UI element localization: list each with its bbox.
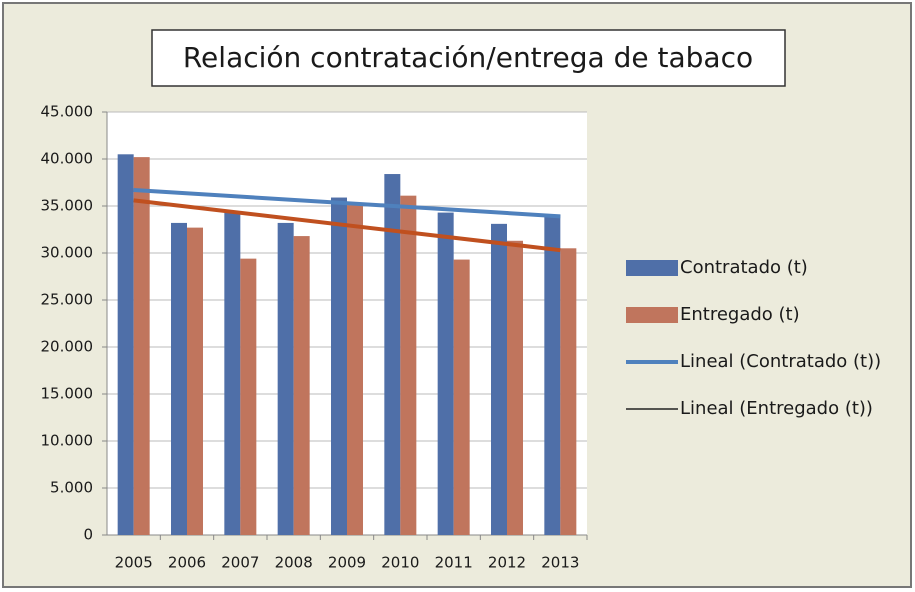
- bar: [437, 212, 454, 535]
- y-tick-label: 15.000: [41, 385, 94, 403]
- bar: [491, 223, 507, 536]
- bar: [331, 197, 347, 536]
- bar: [453, 259, 470, 535]
- y-tick-label: 10.000: [41, 432, 94, 450]
- legend-label: Lineal (Entregado (t)): [680, 398, 873, 419]
- title-box: [151, 29, 786, 87]
- x-tick-label: 2012: [488, 554, 526, 572]
- x-tick-label: 2013: [541, 554, 579, 572]
- x-tick-label: 2009: [328, 554, 366, 572]
- bar: [171, 222, 187, 536]
- x-tick-label: 2007: [221, 554, 259, 572]
- y-tick-label: 45.000: [41, 103, 94, 121]
- trend-line: [133, 188, 561, 219]
- trend-line: [133, 198, 561, 253]
- legend-swatch: [626, 307, 678, 323]
- bar: [240, 258, 257, 535]
- bar: [384, 174, 401, 536]
- legend-label: Lineal (Contratado (t)): [680, 351, 881, 372]
- bar: [293, 236, 310, 535]
- y-tick-label: 5.000: [50, 479, 93, 497]
- x-tick-label: 2006: [168, 554, 206, 572]
- bar: [400, 195, 417, 535]
- x-tick-label: 2005: [115, 554, 153, 572]
- y-tick-label: 35.000: [41, 197, 94, 215]
- bar: [277, 222, 294, 536]
- x-tick-label: 2008: [275, 554, 313, 572]
- legend-label: Contratado (t): [680, 257, 808, 278]
- bar: [544, 214, 561, 535]
- bar: [187, 227, 203, 535]
- bar: [347, 205, 363, 535]
- y-tick-label: 0: [83, 526, 93, 544]
- x-tick-label: 2010: [381, 554, 419, 572]
- y-tick-label: 20.000: [41, 338, 94, 356]
- bar: [507, 240, 523, 535]
- bar: [224, 212, 241, 535]
- bar: [560, 248, 577, 536]
- y-tick-label: 30.000: [41, 244, 94, 262]
- chart-title: Relación contratación/entrega de tabaco: [183, 41, 753, 74]
- y-tick-label: 25.000: [41, 291, 94, 309]
- x-tick-label: 2011: [435, 554, 473, 572]
- y-tick-label: 40.000: [41, 150, 94, 168]
- bar: [117, 154, 134, 536]
- legend-label: Entregado (t): [680, 304, 800, 325]
- bar: [133, 157, 150, 535]
- legend-swatch: [626, 260, 678, 276]
